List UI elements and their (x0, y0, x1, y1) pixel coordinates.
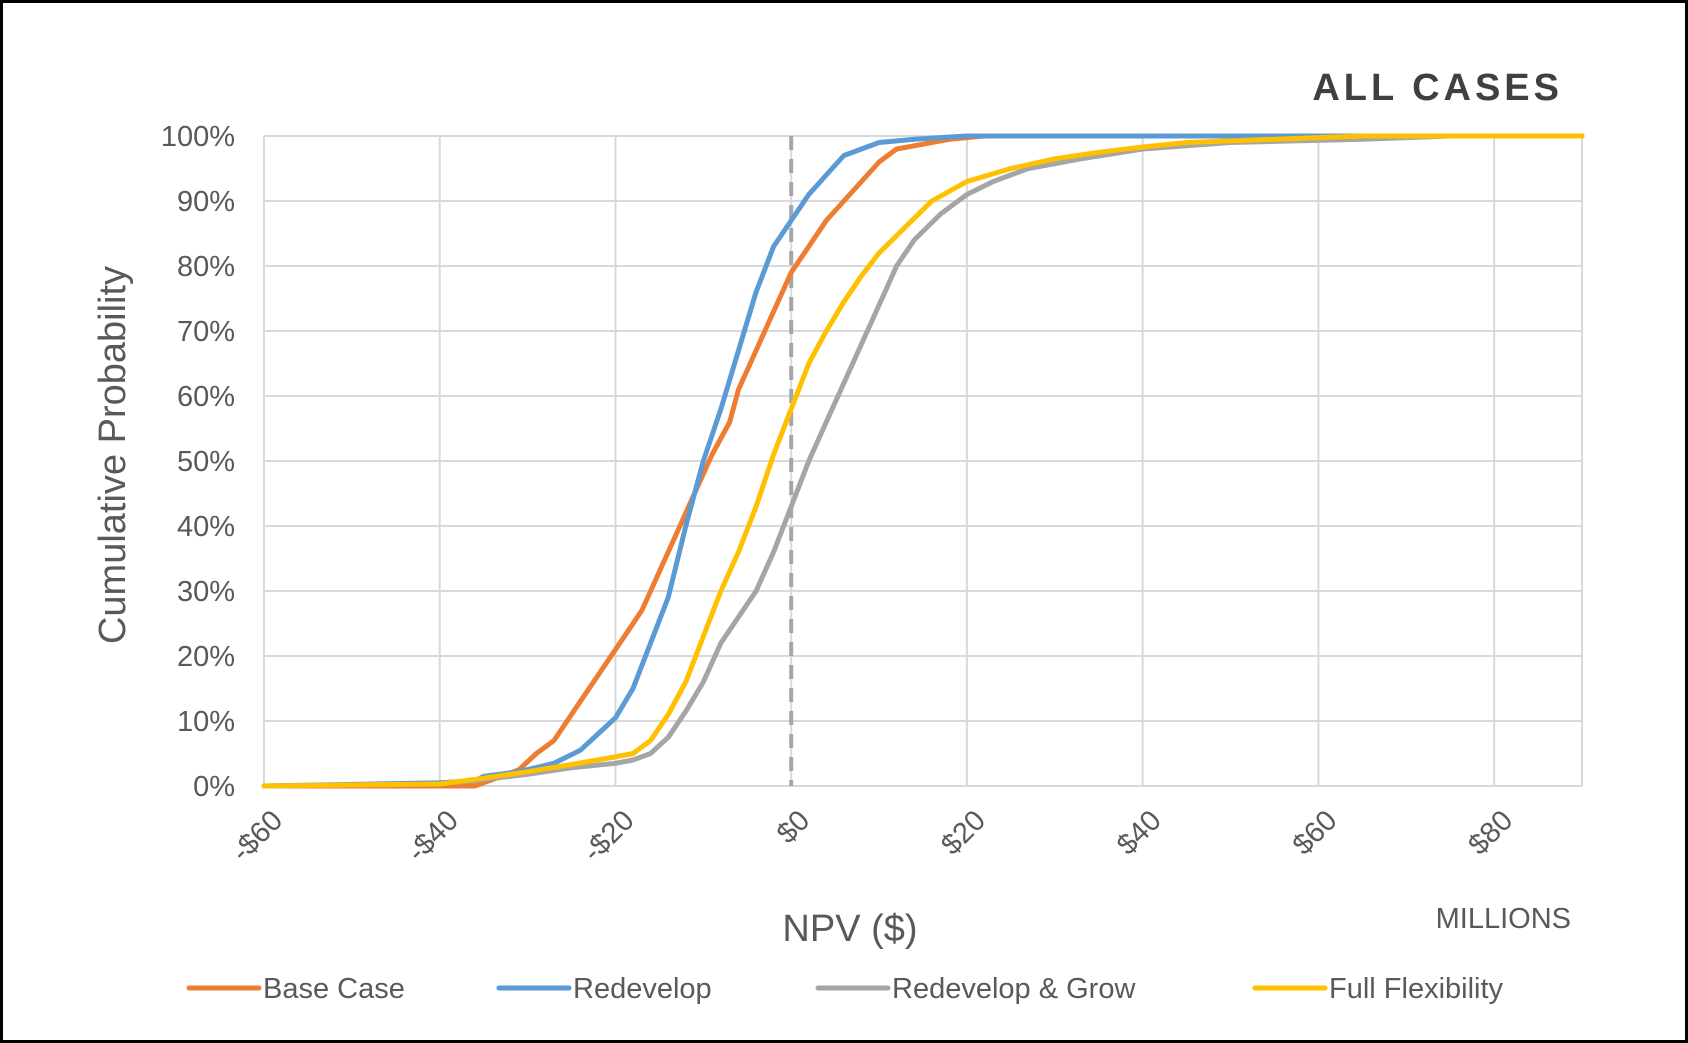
y-tick-label: 60% (177, 381, 235, 413)
y-tick-label: 0% (193, 771, 235, 803)
x-axis-unit-label: MILLIONS (1436, 903, 1571, 935)
y-axis-title: Cumulative Probability (92, 266, 134, 644)
x-tick-label: -$40 (401, 804, 465, 868)
x-tick-label: $80 (1462, 804, 1519, 861)
series-line-full-flexibility (261, 133, 1585, 789)
y-tick-label: 20% (177, 641, 235, 673)
y-tick-label: 30% (177, 576, 235, 608)
legend: Base Case Redevelop Redevelop & Grow Full F… (186, 973, 1504, 1005)
y-tick-label: 80% (177, 251, 235, 283)
y-tick-label: 90% (177, 186, 235, 218)
legend-label: Base Case (263, 973, 405, 1005)
legend-label: Redevelop & Grow (892, 973, 1136, 1005)
series-line-redevelop-grow (261, 133, 1585, 789)
y-axis-ticks: 0% 10% 20% 30% 40% 50% 60% 70% 80% 90% 100% (161, 121, 235, 803)
chart-title: ALL CASES (1312, 67, 1563, 109)
y-tick-label: 100% (161, 121, 235, 153)
x-tick-label: $60 (1287, 804, 1344, 861)
grid-lines (263, 135, 1583, 787)
chart-canvas: ALL CASES 0% 10% 20% 30% 40% 50% 60% 70% 80% 90% 1… (92, 67, 1585, 1005)
y-tick-label: 40% (177, 511, 235, 543)
x-axis-ticks: -$60 -$40 -$20 $0 $20 $40 $60 $80 (225, 804, 1519, 868)
y-tick-label: 10% (177, 706, 235, 738)
x-tick-label: -$20 (577, 804, 641, 868)
y-tick-label: 70% (177, 316, 235, 348)
x-tick-label: -$60 (225, 804, 289, 868)
x-tick-label: $40 (1111, 804, 1168, 861)
x-axis-title: NPV ($) (782, 908, 917, 950)
x-tick-label: $20 (935, 804, 992, 861)
legend-label: Redevelop (573, 973, 712, 1005)
series-layer (261, 133, 1585, 789)
legend-label: Full Flexibility (1329, 973, 1504, 1005)
y-tick-label: 50% (177, 446, 235, 478)
x-tick-label: $0 (771, 804, 816, 849)
